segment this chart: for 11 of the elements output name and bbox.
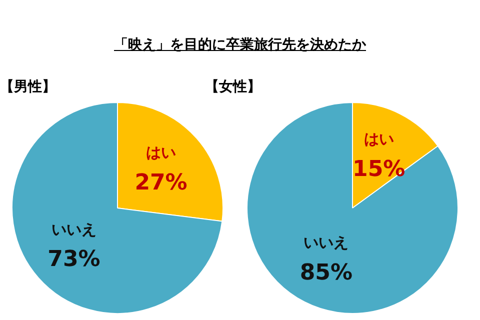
data-label: 15% bbox=[352, 157, 406, 182]
slice-label: いいえ bbox=[51, 220, 96, 238]
data-label: 85% bbox=[300, 260, 352, 286]
chart-title: 「映え」を目的に卒業旅行先を決めたか bbox=[114, 37, 366, 53]
data-label: 27% bbox=[134, 170, 188, 196]
slice-label: いいえ bbox=[304, 234, 349, 252]
slice-label: はい bbox=[146, 144, 176, 162]
chart-subtitle: 【男性】 bbox=[0, 78, 56, 96]
chart-subtitle: 【女性】 bbox=[205, 78, 261, 96]
slice-label: はい bbox=[364, 130, 394, 148]
data-label: 73% bbox=[48, 247, 100, 272]
